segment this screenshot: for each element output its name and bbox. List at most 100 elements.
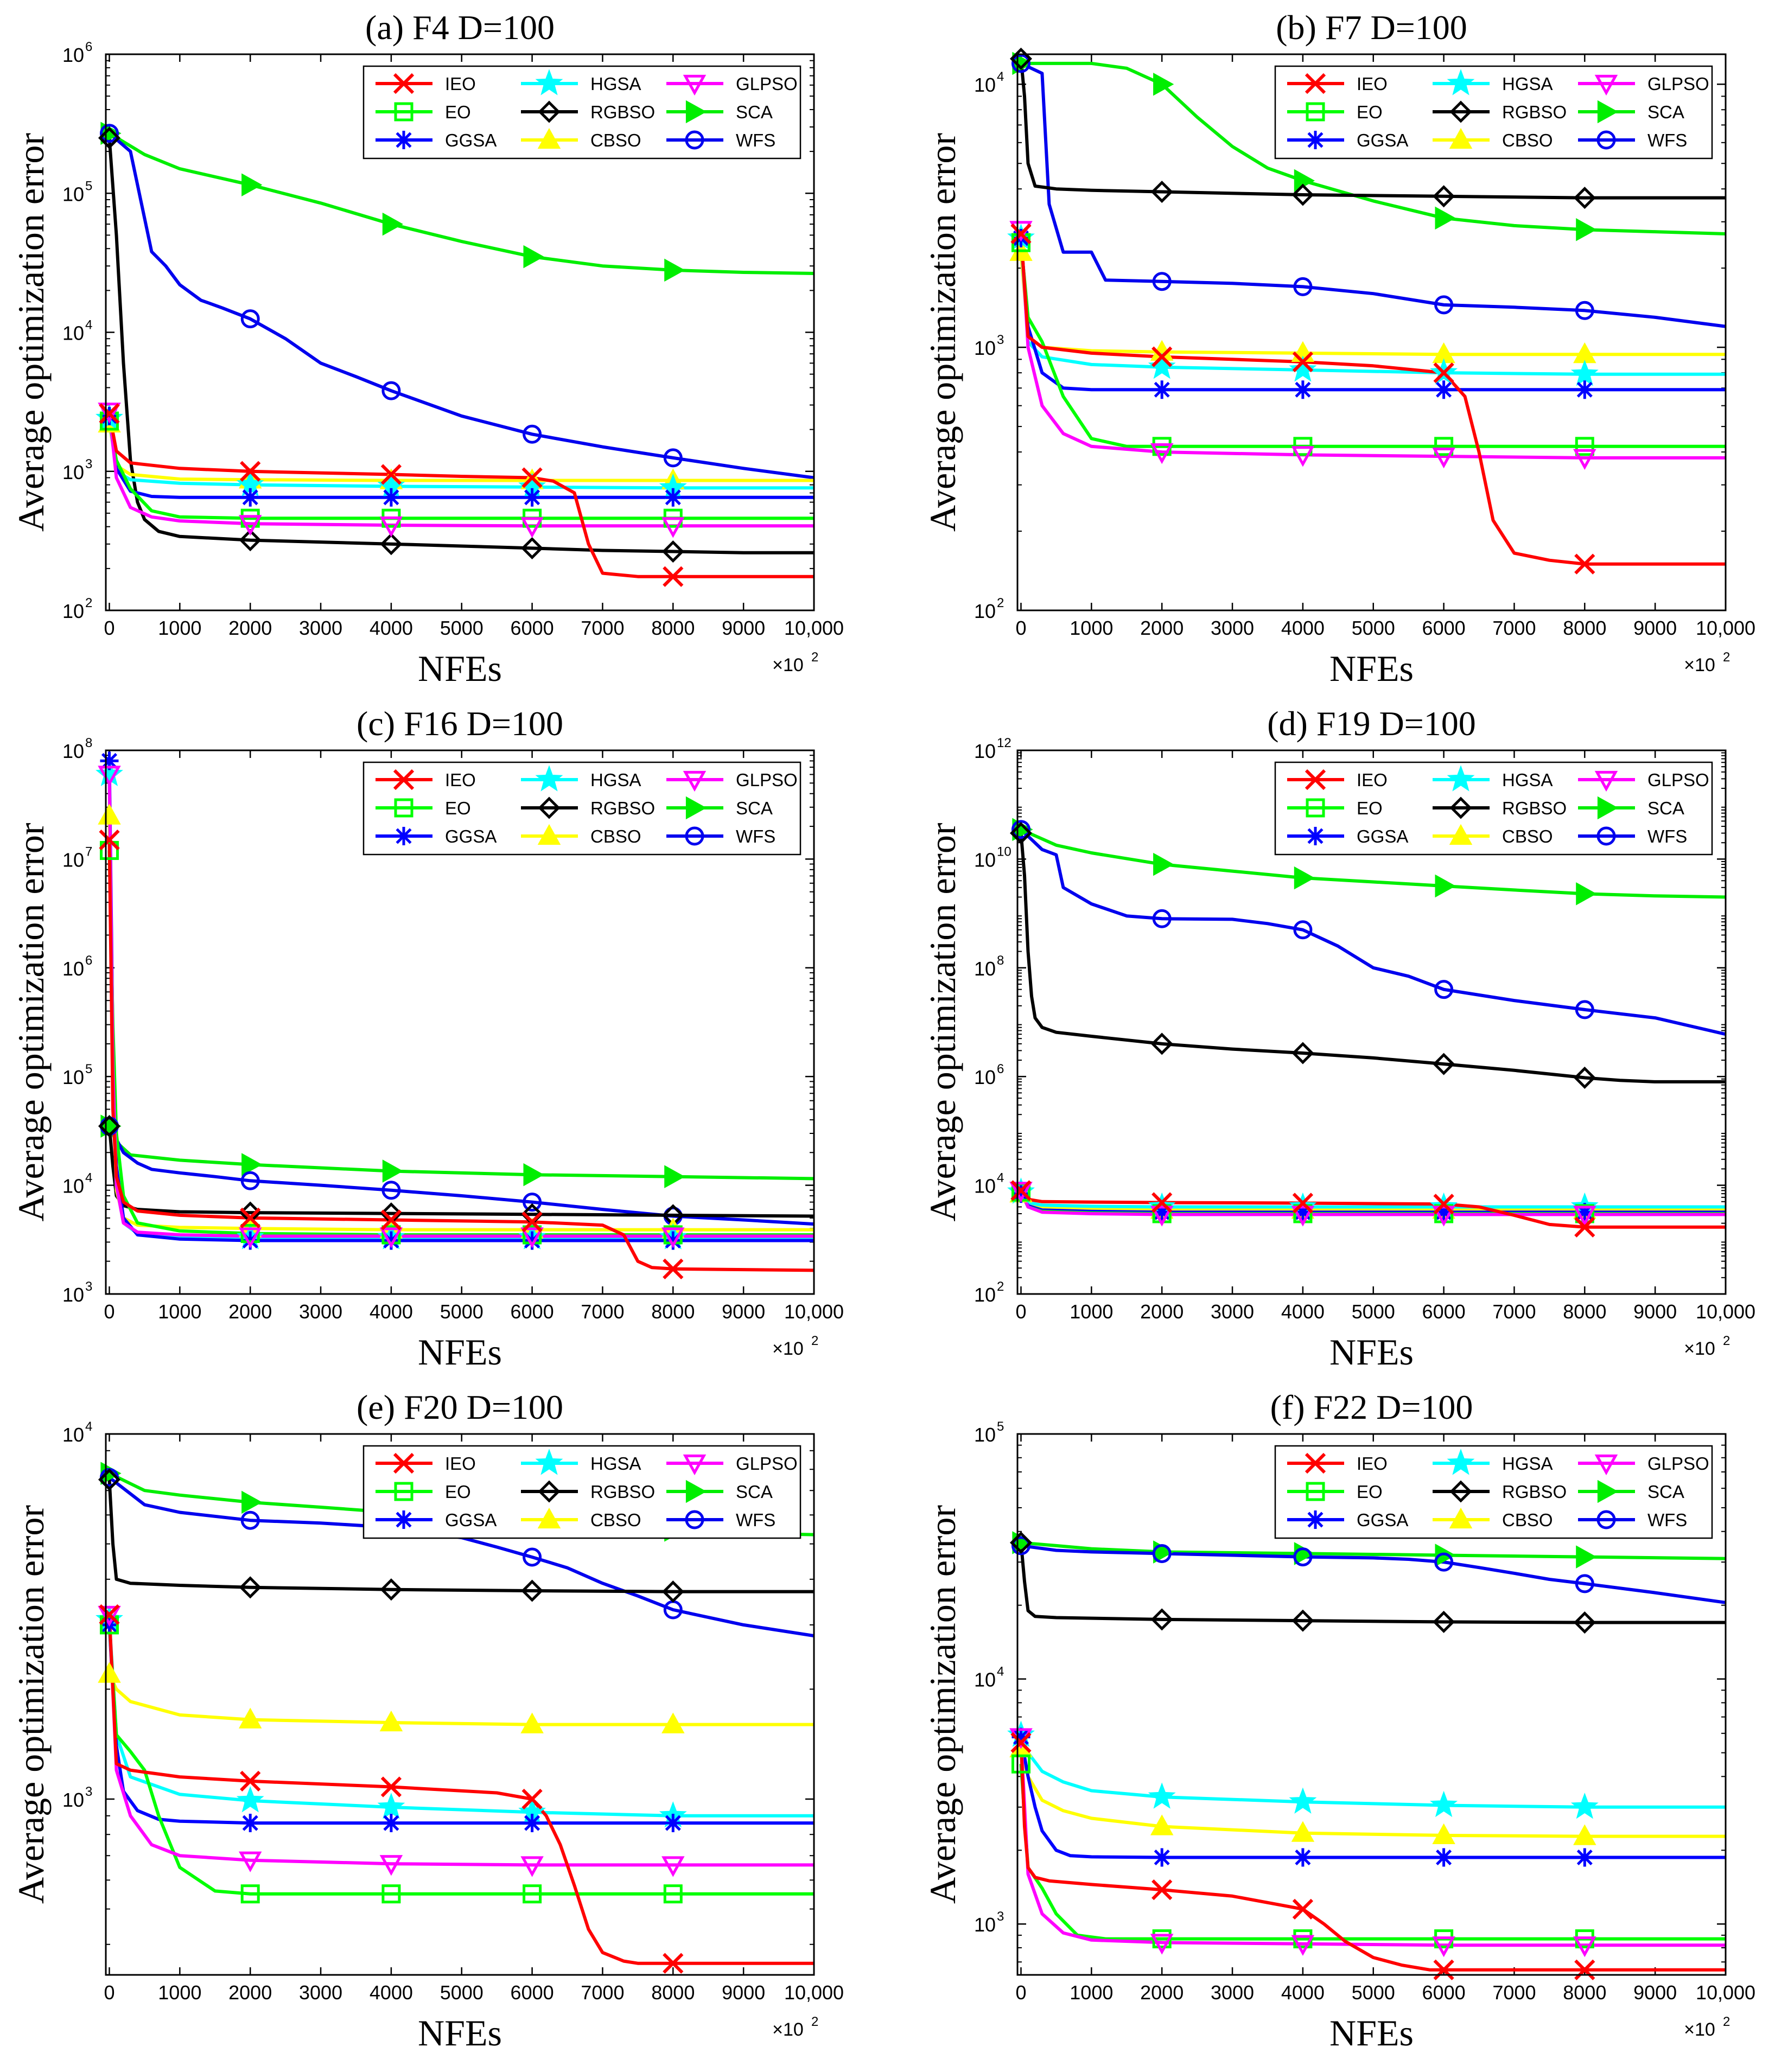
series-marker-sca xyxy=(1153,852,1174,876)
legend-marker-glpso xyxy=(1594,770,1618,792)
series-line-wfs xyxy=(108,1476,814,1637)
legend-label: RGBSO xyxy=(590,102,655,122)
x-tick-label: 1000 xyxy=(1070,617,1113,639)
chart-panel: (e) F20 D=100 NFEs Average optimization er… xyxy=(10,1388,844,2054)
series-marker-ieo xyxy=(380,464,402,485)
y-tick-exponent: 3 xyxy=(85,1784,92,1799)
x-multiplier-exponent: 2 xyxy=(1723,650,1730,665)
y-tick-exponent: 12 xyxy=(997,736,1011,750)
legend-marker-ieo xyxy=(393,1452,415,1474)
x-tick-label: 4000 xyxy=(1281,617,1325,639)
legend-marker-eo xyxy=(1306,1482,1325,1501)
legend-label: HGSA xyxy=(1502,770,1553,790)
y-tick-label: 10 xyxy=(974,849,996,871)
series-marker-eo xyxy=(1011,1754,1030,1774)
series-marker-wfs xyxy=(240,309,260,329)
series-marker-wfs xyxy=(1575,1000,1594,1019)
series-marker-ieo xyxy=(663,1258,684,1279)
legend-label: IEO xyxy=(1357,1453,1388,1474)
y-tick-label: 10 xyxy=(974,1424,996,1446)
series-marker-wfs xyxy=(1434,295,1454,315)
series-marker-ieo xyxy=(240,1770,261,1792)
series-marker-sca xyxy=(1576,882,1597,906)
legend-box xyxy=(362,1445,801,1539)
legend-marker-wfs xyxy=(1596,1510,1616,1529)
x-multiplier: ×10 xyxy=(1684,655,1715,675)
legend-marker-glpso xyxy=(683,770,707,792)
series-marker-ggsa xyxy=(523,488,542,507)
legend-label: GGSA xyxy=(1357,1510,1408,1530)
x-tick-label: 1000 xyxy=(1070,1981,1113,2004)
legend-label: CBSO xyxy=(1502,130,1553,150)
y-tick-exponent: 4 xyxy=(85,1171,92,1185)
series-marker-wfs xyxy=(1293,1547,1313,1567)
x-tick-label: 9000 xyxy=(722,617,765,639)
legend-marker-cbso xyxy=(537,824,561,845)
series-marker-glpso xyxy=(1150,1934,1174,1955)
series-line-ieo xyxy=(107,1614,814,1965)
x-tick-label: 0 xyxy=(104,617,114,639)
series-marker-glpso xyxy=(1009,1182,1033,1203)
legend-marker-ieo xyxy=(393,769,415,790)
series-marker-rgbso xyxy=(239,529,262,552)
legend-marker-wfs xyxy=(1596,130,1616,150)
legend: IEO HGSA GLPSO EO RGBSO SCA GGSA CBSO WFS xyxy=(1274,1445,1713,1539)
legend-label: CBSO xyxy=(590,1510,641,1530)
x-tick-label: 6000 xyxy=(511,1300,554,1323)
series-marker-ieo xyxy=(663,566,684,587)
chart-title: (b) F7 D=100 xyxy=(1276,8,1467,47)
legend-label: WFS xyxy=(1647,1510,1687,1530)
legend-box xyxy=(362,65,801,160)
series-marker-wfs xyxy=(663,448,683,468)
legend-label: SCA xyxy=(1647,798,1684,818)
x-tick-label: 3000 xyxy=(1211,1981,1254,2004)
legend-marker-sca xyxy=(685,1480,707,1503)
series-marker-glpso xyxy=(1573,449,1596,470)
legend-label: HGSA xyxy=(1502,1453,1553,1474)
legend-label: RGBSO xyxy=(1502,102,1567,122)
x-tick-label: 1000 xyxy=(1070,1300,1113,1323)
x-tick-label: 4000 xyxy=(1281,1981,1325,2004)
chart-title: (c) F16 D=100 xyxy=(357,704,563,743)
series-marker-ggsa xyxy=(523,1231,542,1250)
series-marker-ieo xyxy=(1292,351,1314,373)
chart-panel: (a) F4 D=100 NFEs Average optimization err… xyxy=(10,8,844,689)
y-tick-label: 10 xyxy=(974,958,996,980)
chart-title: (d) F19 D=100 xyxy=(1267,704,1476,743)
legend-label: IEO xyxy=(1357,74,1388,94)
series-marker-cbso xyxy=(661,1712,685,1733)
x-tick-label: 4000 xyxy=(1281,1300,1325,1323)
legend-label: CBSO xyxy=(1502,826,1553,846)
legend-marker-ieo xyxy=(1305,769,1326,790)
series-marker-glpso xyxy=(1432,1206,1455,1227)
y-tick-label: 10 xyxy=(62,1066,84,1088)
series-marker-ieo xyxy=(1010,1732,1032,1754)
series-marker-rgbso xyxy=(1009,1531,1033,1554)
series-marker-glpso xyxy=(1573,1206,1596,1227)
series-marker-sca xyxy=(1294,866,1315,890)
series-marker-rgbso xyxy=(521,537,544,559)
legend-label: HGSA xyxy=(1502,74,1553,94)
x-tick-label: 5000 xyxy=(440,1300,483,1323)
legend-marker-eo xyxy=(394,1482,413,1501)
x-axis-label: NFEs xyxy=(418,2012,502,2054)
series-marker-ggsa xyxy=(523,1814,542,1833)
legend-label: EO xyxy=(1357,798,1383,818)
series-marker-rgbso xyxy=(1150,1032,1173,1055)
legend-marker-ggsa xyxy=(1306,827,1325,845)
series-marker-ieo xyxy=(1574,1959,1595,1980)
legend-label: CBSO xyxy=(590,826,641,846)
legend-label: EO xyxy=(445,102,471,122)
series-marker-rgbso xyxy=(380,1578,403,1601)
legend-label: CBSO xyxy=(590,130,641,150)
series-marker-wfs xyxy=(240,1171,260,1190)
y-tick-exponent: 4 xyxy=(85,1419,92,1434)
axes-frame xyxy=(105,1433,815,1976)
y-tick-exponent: 4 xyxy=(997,1665,1004,1679)
series-marker-ieo xyxy=(521,1788,543,1810)
x-tick-label: 10,000 xyxy=(1696,1981,1755,2004)
series-line-eo xyxy=(107,1624,814,1896)
series-marker-sca xyxy=(1576,1545,1597,1569)
x-tick-label: 7000 xyxy=(581,1300,624,1323)
series-line-wfs xyxy=(1020,62,1726,328)
